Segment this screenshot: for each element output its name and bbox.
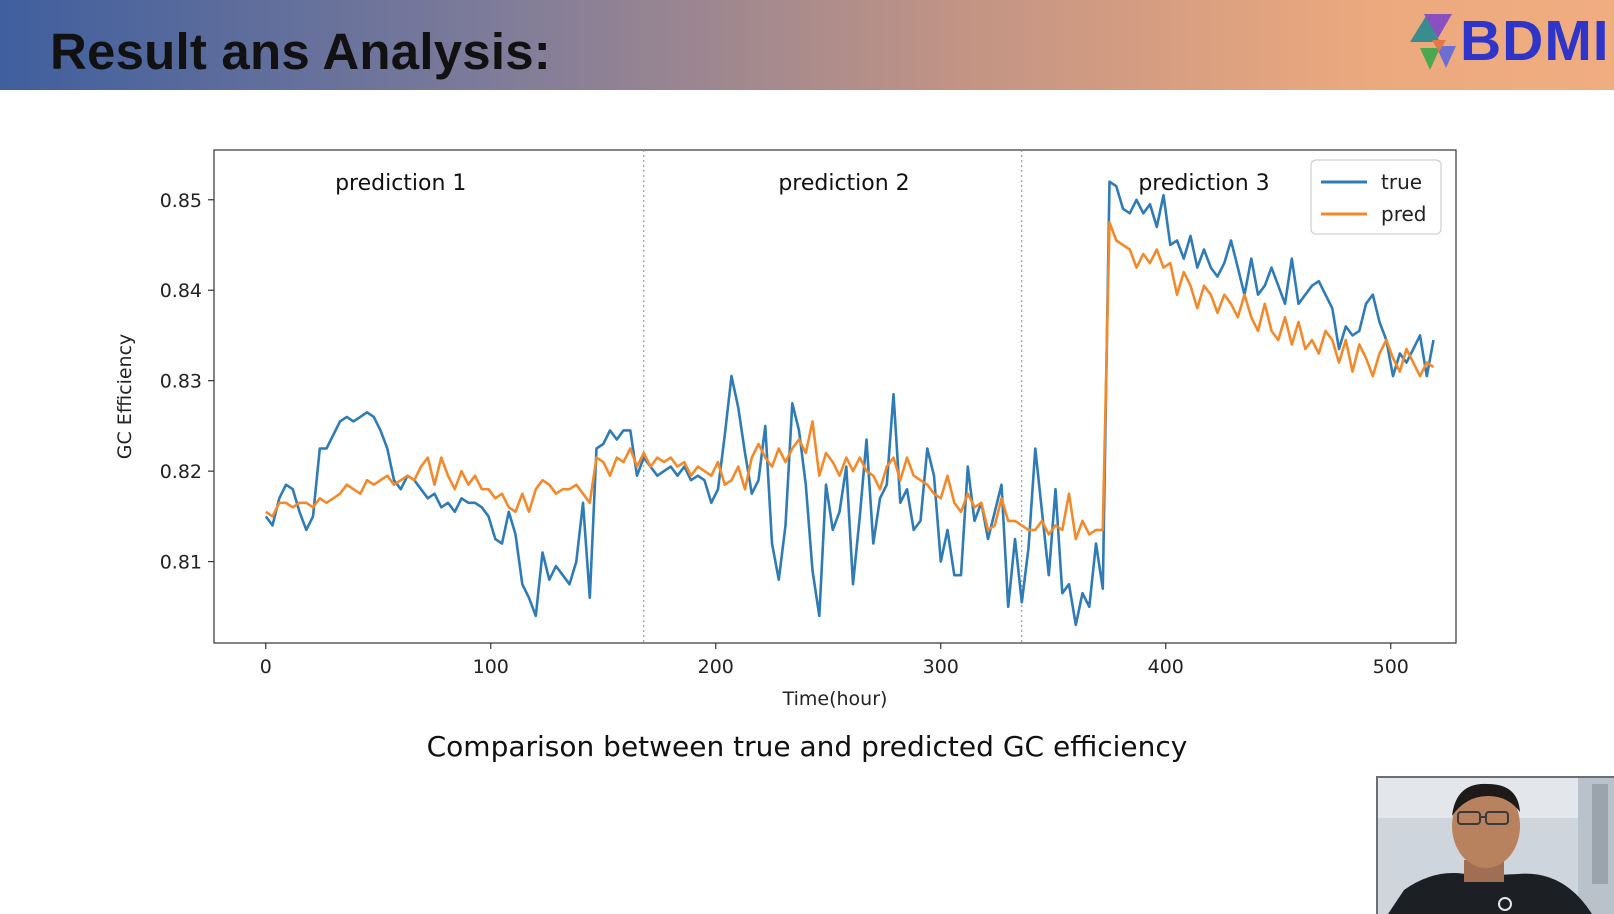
y-tick-label: 0.83 (160, 371, 202, 393)
x-tick-label: 200 (698, 656, 734, 678)
y-tick-label: 0.85 (160, 190, 202, 212)
presenter-video-frame (1378, 778, 1614, 914)
x-tick-label: 100 (473, 656, 509, 678)
gc-efficiency-chart: 0 100 200 300 400 500 0.81 0.82 0.83 0.84 0.85 Time… (114, 149, 1457, 710)
bdmi-logo: BDMI (1406, 8, 1611, 74)
title-banner (0, 0, 1614, 90)
x-tick-label: 0 (260, 656, 272, 678)
region-label: prediction 2 (778, 171, 909, 196)
logo-mark-icon (1410, 14, 1456, 70)
webcam-video (1376, 776, 1614, 914)
x-tick-label: 400 (1148, 656, 1184, 678)
y-axis-title: GC Efficiency (114, 334, 136, 460)
x-axis-title: Time(hour) (782, 688, 888, 710)
legend-label-true: true (1381, 170, 1422, 194)
slide-title: Result ans Analysis: (50, 23, 551, 80)
y-tick-label: 0.82 (160, 461, 202, 483)
y-tick-label: 0.84 (160, 280, 202, 302)
region-label: prediction 3 (1138, 171, 1269, 196)
figure-caption: Comparison between true and predicted GC… (426, 730, 1188, 763)
y-tick-label: 0.81 (160, 552, 202, 574)
x-tick-label: 500 (1373, 656, 1409, 678)
region-label: prediction 1 (335, 171, 466, 196)
x-tick-label: 300 (923, 656, 959, 678)
legend-label-pred: pred (1381, 202, 1426, 226)
logo-text: BDMI (1460, 9, 1610, 73)
plot-frame (213, 149, 1457, 644)
series-line-pred (265, 221, 1435, 541)
series-line-true (264, 180, 1435, 627)
